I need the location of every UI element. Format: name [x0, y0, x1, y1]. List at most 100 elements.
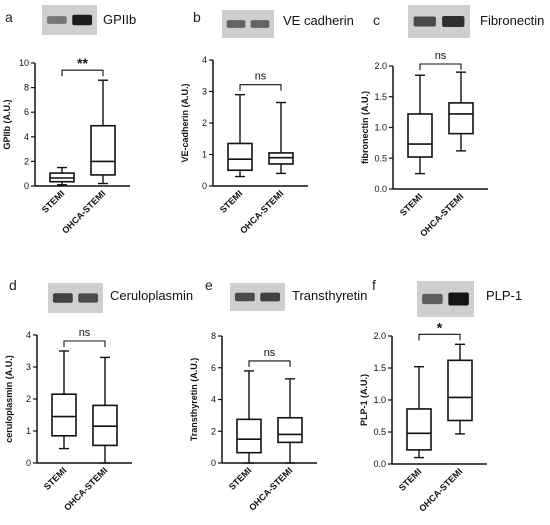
blot-band	[422, 293, 443, 305]
blot-band	[46, 16, 67, 24]
y-tick-label: 0	[211, 458, 216, 468]
significance-label: *	[437, 319, 443, 335]
category-label: OHCA-STEMI	[238, 188, 285, 235]
significance-label: ns	[435, 50, 447, 62]
category-label: OHCA-STEMI	[62, 465, 109, 512]
box-iqr	[236, 418, 262, 454]
y-axis-label: PLP-1 (A.U.)	[359, 374, 369, 426]
blot-band	[442, 16, 465, 27]
y-tick-label: 4	[24, 132, 29, 142]
panel-c: c Fibronectin 0.0 0.5 1.0 1.5 2.0 fibronectin (…	[360, 5, 544, 239]
significance-bracket	[63, 340, 106, 347]
category-label: STEMI	[42, 465, 69, 492]
significance-bracket	[248, 360, 291, 367]
box-iqr	[277, 416, 303, 444]
box-ohca-stemi	[448, 71, 474, 152]
y-tick-label: 1	[26, 426, 31, 436]
blot-band	[52, 293, 73, 303]
blot-band	[448, 292, 469, 306]
box-iqr	[51, 393, 77, 437]
box-iqr	[227, 142, 253, 172]
box-ohca-stemi	[90, 79, 116, 185]
box-iqr	[90, 124, 116, 176]
box-stemi	[406, 366, 432, 459]
category-label: STEMI	[40, 188, 67, 215]
western-blot-image	[408, 5, 470, 38]
y-tick-label: 0	[26, 458, 31, 468]
category-label: STEMI	[397, 466, 424, 493]
y-tick-label: 2	[24, 156, 29, 166]
panel-f: f PLP-1 0.0 0.5 1.0 1.5 2.0 PLP-1 (A.U.) STEMIOH…	[359, 277, 522, 514]
box-ohca-stemi	[268, 101, 294, 175]
significance-bracket	[239, 84, 282, 91]
y-tick-label: 0	[202, 181, 207, 191]
y-tick-label: 1	[202, 150, 207, 160]
panel-e: e Transthyretin 0 2 4 6 8 Transthyretin (A.U.) S…	[189, 277, 367, 513]
box-ohca-stemi	[92, 356, 118, 464]
significance-bracket	[418, 333, 461, 341]
panel-title: VE cadherin	[283, 13, 354, 28]
y-tick-label: 1.5	[373, 363, 386, 373]
y-tick-label: 6	[24, 107, 29, 117]
box-stemi	[51, 350, 77, 450]
significance-label: **	[77, 55, 88, 71]
panel-letter: a	[5, 9, 13, 25]
significance-label: ns	[264, 347, 276, 359]
panel-letter: f	[372, 277, 376, 293]
category-label: STEMI	[218, 188, 245, 215]
y-tick-label: 2	[211, 426, 216, 436]
y-tick-label: 4	[211, 395, 216, 405]
box-iqr	[92, 404, 118, 447]
category-label: OHCA-STEMI	[60, 188, 107, 235]
y-tick-label: 1.0	[373, 395, 386, 405]
box-iqr	[407, 113, 433, 158]
y-tick-label: 2.0	[374, 61, 387, 71]
blot-band	[260, 292, 281, 302]
category-label: OHCA-STEMI	[417, 466, 464, 513]
y-axis-label: VE-cadherin (A.U.)	[180, 83, 190, 162]
y-tick-label: 0.5	[374, 153, 387, 163]
category-label: OHCA-STEMI	[247, 465, 294, 512]
panel-d: d Ceruloplasmin 0 1 2 3 4 ceruloplasmin (A.U.) S…	[4, 277, 193, 513]
y-tick-label: 0.0	[373, 459, 386, 469]
category-label: STEMI	[227, 465, 254, 492]
blot-band	[226, 20, 246, 28]
blot-band	[234, 292, 255, 302]
y-tick-label: 2	[26, 394, 31, 404]
significance-bracket	[419, 63, 462, 70]
panel-title: GPIIb	[103, 12, 136, 27]
y-tick-label: 2.0	[373, 331, 386, 341]
box-iqr	[406, 408, 432, 451]
box-stemi	[407, 74, 433, 175]
western-blot-image	[230, 283, 285, 311]
blot-band	[78, 293, 99, 303]
y-tick-label: 6	[211, 363, 216, 373]
y-axis-label: fibronectin (A.U.)	[360, 91, 370, 164]
panel-title: PLP-1	[486, 288, 522, 303]
y-tick-label: 1.0	[374, 123, 387, 133]
panel-title: Transthyretin	[292, 288, 367, 303]
significance-bracket	[61, 69, 104, 77]
y-tick-label: 4	[26, 330, 31, 340]
y-tick-label: 3	[26, 362, 31, 372]
blot-band	[413, 16, 436, 27]
y-tick-label: 8	[211, 331, 216, 341]
panel-a: a GPIIb 0 2 4 6 8 10 GPIIb (A.U.) STEMIOHCA-STEMI…	[2, 5, 136, 236]
y-tick-label: 0.0	[374, 184, 387, 194]
panel-title: Ceruloplasmin	[110, 288, 193, 303]
western-blot-image	[42, 5, 97, 35]
panel-b: b VE cadherin 0 1 2 3 4 VE-cadherin (A.U.) STEMI…	[180, 9, 354, 236]
western-blot-image	[222, 10, 274, 38]
y-axis-label: Transthyretin (A.U.)	[189, 358, 199, 442]
panel-letter: d	[9, 277, 17, 293]
y-tick-label: 10	[19, 58, 29, 68]
y-axis-label: ceruloplasmin (A.U.)	[4, 355, 14, 443]
y-tick-label: 4	[202, 55, 207, 65]
box-ohca-stemi	[447, 343, 473, 435]
panel-title: Fibronectin	[480, 13, 544, 28]
panel-letter: b	[193, 9, 201, 25]
category-label: STEMI	[398, 191, 425, 218]
box-stemi	[49, 166, 75, 186]
panel-letter: e	[205, 277, 213, 293]
